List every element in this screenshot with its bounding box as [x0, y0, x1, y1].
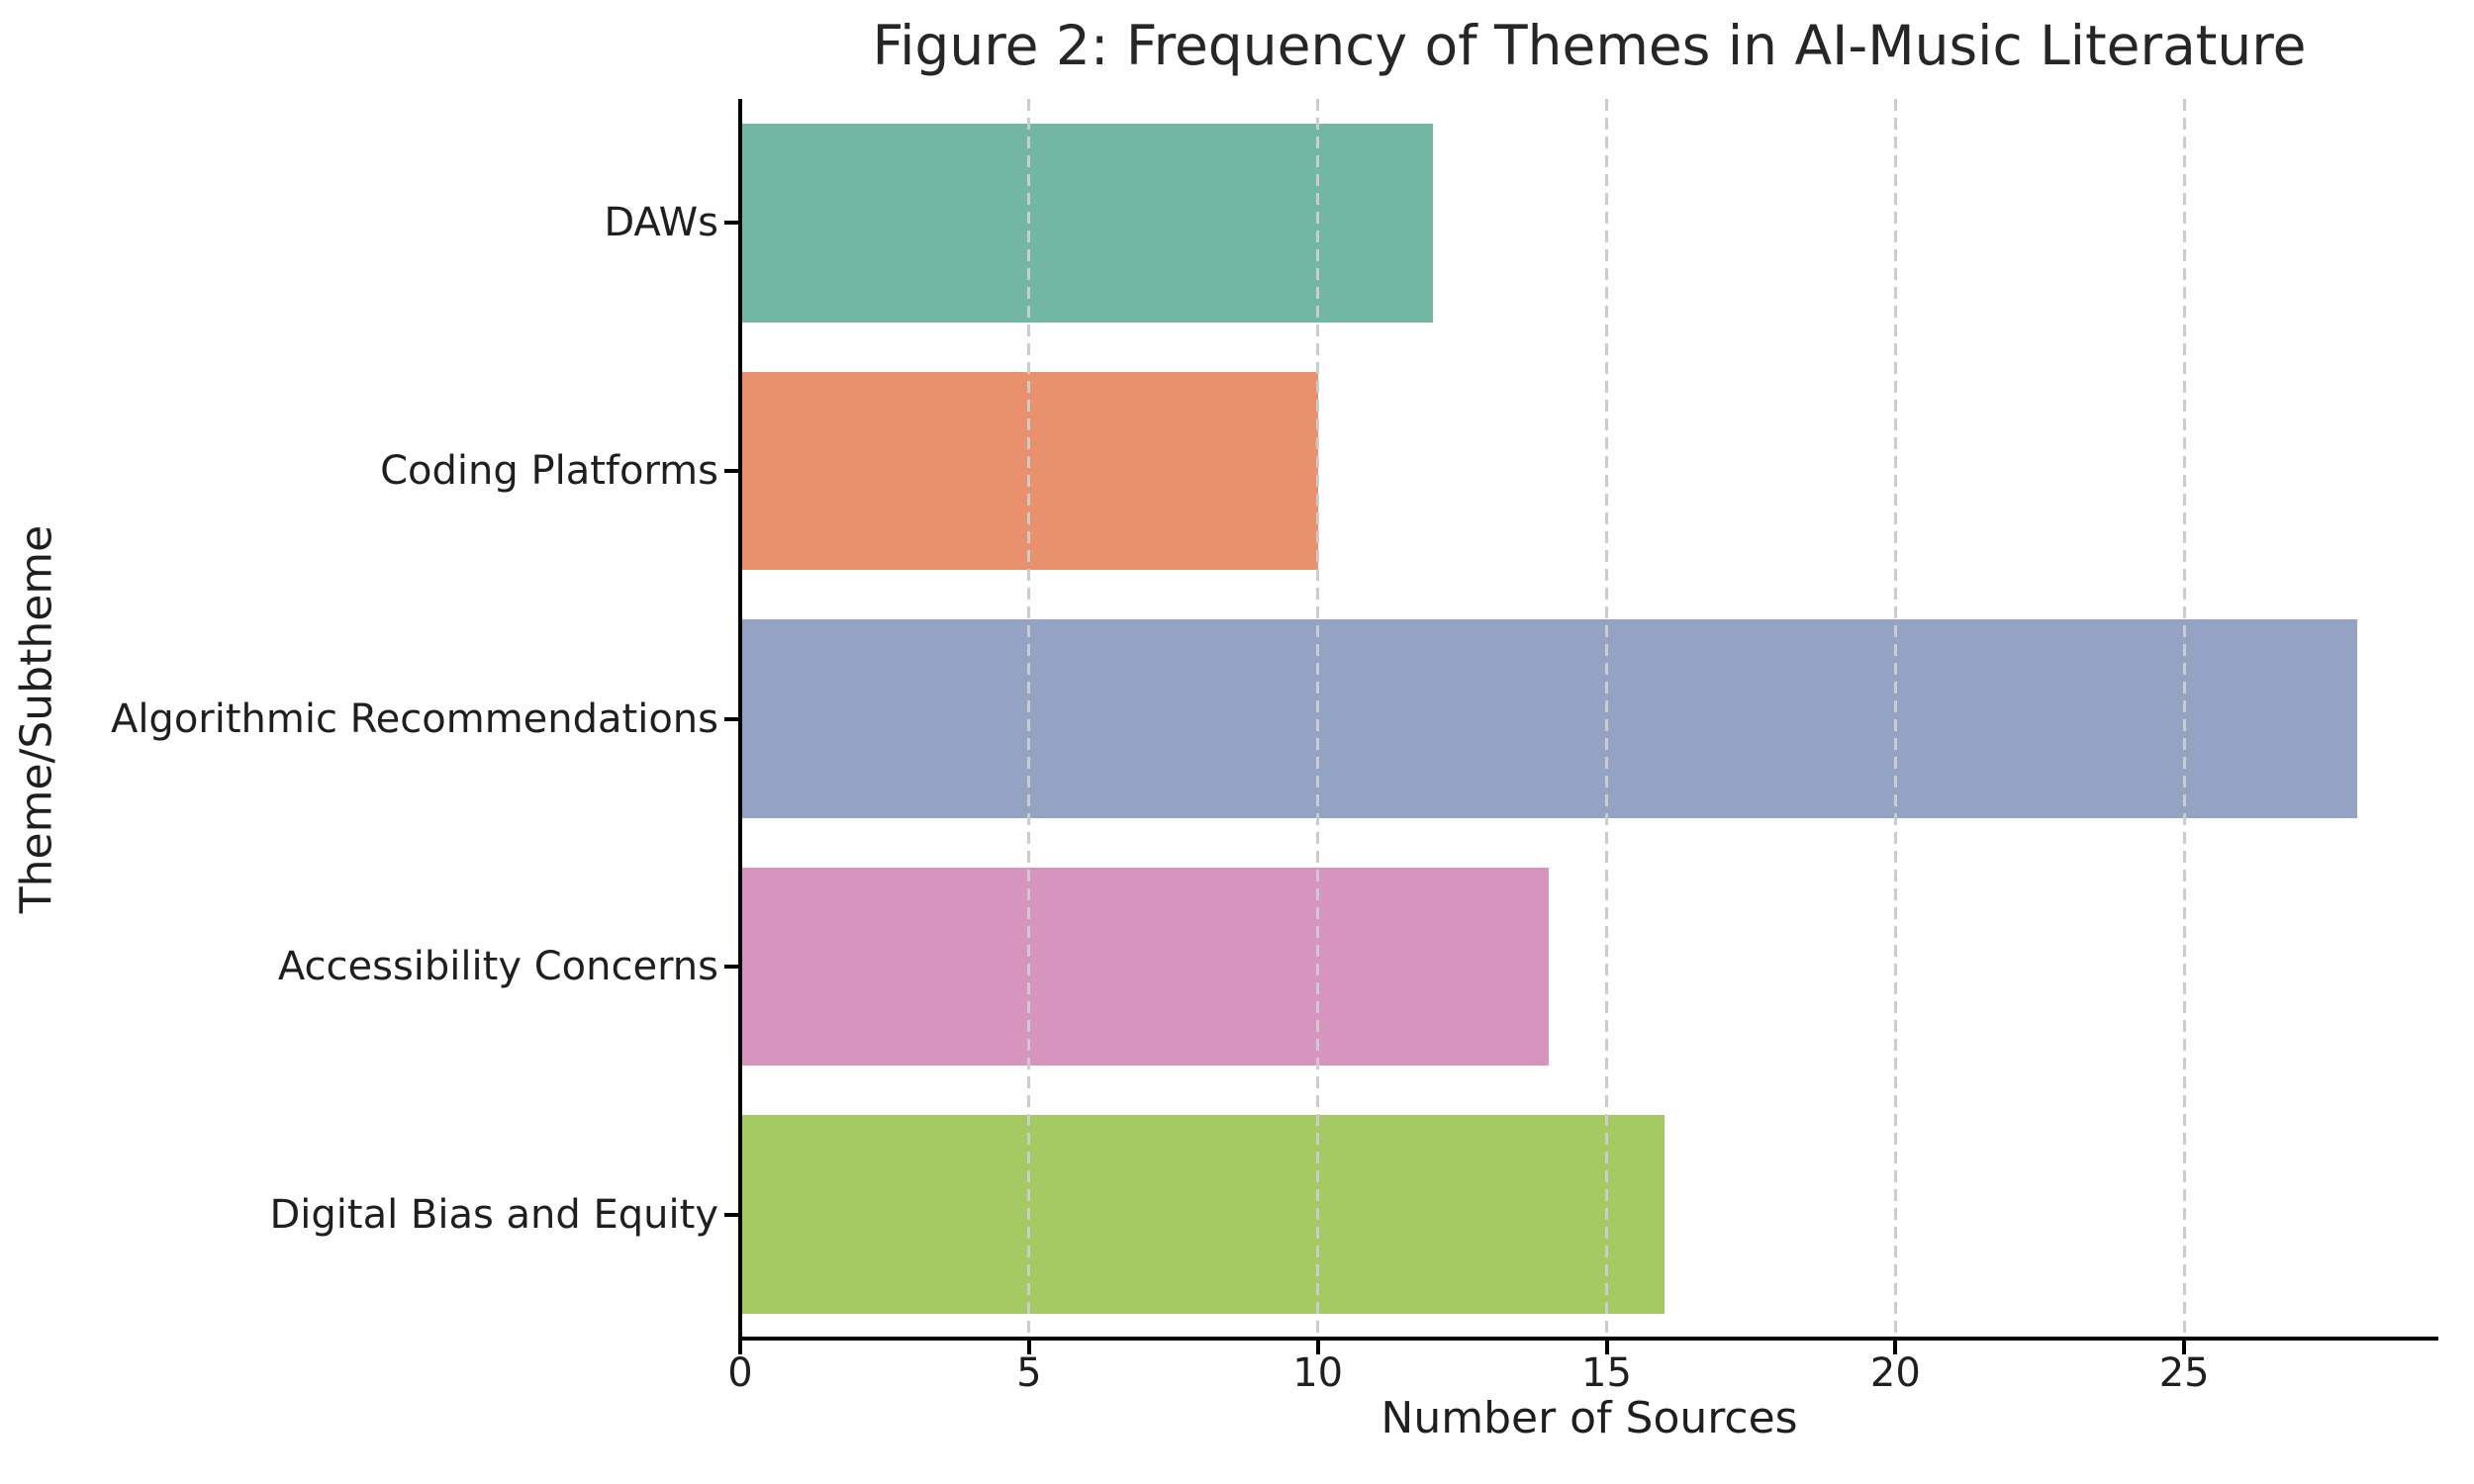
- x-axis-spine: [738, 1337, 2438, 1341]
- x-axis-label: Number of Sources: [1380, 1393, 1798, 1443]
- bar-digital-bias-and-equity: [740, 1115, 1665, 1314]
- y-tick-label-accessibility-concerns: Accessibility Concerns: [277, 944, 718, 990]
- gridline-x-20: [1893, 99, 1897, 1337]
- bar-daws: [740, 124, 1434, 323]
- x-tick-label-20: 20: [1869, 1350, 1921, 1396]
- x-tick-0: [738, 1341, 742, 1354]
- y-tick-coding-platforms: [724, 468, 738, 473]
- x-tick-20: [1893, 1341, 1898, 1354]
- x-tick-label-15: 15: [1581, 1350, 1632, 1396]
- x-tick-10: [1315, 1341, 1320, 1354]
- gridline-x-15: [1605, 99, 1608, 1337]
- gridline-x-5: [1027, 99, 1031, 1337]
- x-tick-25: [2182, 1341, 2187, 1354]
- y-tick-label-digital-bias-and-equity: Digital Bias and Equity: [269, 1191, 718, 1238]
- gridline-x-10: [1316, 99, 1320, 1337]
- x-tick-label-25: 25: [2158, 1350, 2210, 1396]
- bar-accessibility-concerns: [740, 867, 1550, 1067]
- y-tick-accessibility-concerns: [724, 965, 738, 970]
- y-tick-label-algorithmic-recommendations: Algorithmic Recommendations: [110, 696, 718, 742]
- y-tick-daws: [724, 221, 738, 226]
- y-tick-digital-bias-and-equity: [724, 1212, 738, 1217]
- x-tick-label-0: 0: [727, 1350, 753, 1396]
- x-tick-5: [1026, 1341, 1031, 1354]
- gridline-x-25: [2182, 99, 2186, 1337]
- chart-title: Figure 2: Frequency of Themes in AI-Musi…: [872, 14, 2307, 77]
- x-tick-label-5: 5: [1016, 1350, 1042, 1396]
- bar-algorithmic-recommendations: [740, 619, 2358, 818]
- x-tick-label-10: 10: [1292, 1350, 1344, 1396]
- x-tick-15: [1604, 1341, 1609, 1354]
- y-axis-spine: [738, 99, 742, 1341]
- y-tick-label-daws: DAWs: [604, 200, 718, 246]
- y-tick-algorithmic-recommendations: [724, 716, 738, 721]
- y-tick-label-coding-platforms: Coding Platforms: [380, 447, 718, 494]
